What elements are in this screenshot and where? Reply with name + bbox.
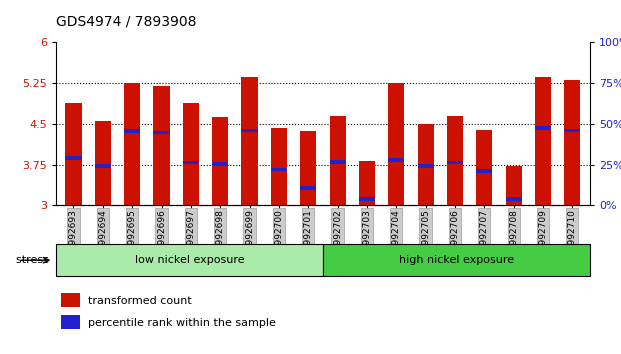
Text: low nickel exposure: low nickel exposure [135, 255, 244, 265]
Bar [212, 118, 229, 205]
Bar [271, 167, 287, 171]
Bar [242, 129, 258, 132]
Bar [61, 293, 81, 307]
Bar [95, 121, 111, 205]
Bar [95, 164, 111, 168]
Bar [447, 116, 463, 205]
Bar [124, 129, 140, 133]
Bar [476, 130, 492, 205]
Text: stress: stress [16, 255, 53, 265]
Bar [271, 128, 287, 205]
Bar [564, 129, 581, 132]
Bar [330, 160, 346, 164]
Bar [388, 158, 404, 162]
Bar [505, 166, 522, 205]
Bar [212, 162, 229, 166]
Bar [65, 156, 81, 160]
Bar [417, 164, 433, 168]
Bar [535, 77, 551, 205]
Bar [330, 116, 346, 205]
Bar [417, 124, 433, 205]
Bar [564, 80, 581, 205]
Bar [153, 86, 170, 205]
Bar [61, 315, 81, 329]
Bar [300, 131, 316, 205]
Bar [242, 77, 258, 205]
Bar [65, 103, 81, 205]
Bar [388, 82, 404, 205]
Bar [535, 126, 551, 130]
Text: transformed count: transformed count [88, 296, 193, 306]
Bar [476, 169, 492, 173]
Bar [505, 197, 522, 201]
Text: GDS4974 / 7893908: GDS4974 / 7893908 [56, 14, 196, 28]
Bar [153, 131, 170, 135]
Bar [56, 244, 323, 276]
Bar [183, 103, 199, 205]
Bar [359, 197, 375, 201]
Bar [359, 161, 375, 205]
Bar [447, 161, 463, 164]
Bar [300, 186, 316, 190]
Bar [323, 244, 590, 276]
Bar [183, 161, 199, 164]
Text: high nickel exposure: high nickel exposure [399, 255, 514, 265]
Bar [124, 82, 140, 205]
Text: percentile rank within the sample: percentile rank within the sample [88, 318, 276, 328]
